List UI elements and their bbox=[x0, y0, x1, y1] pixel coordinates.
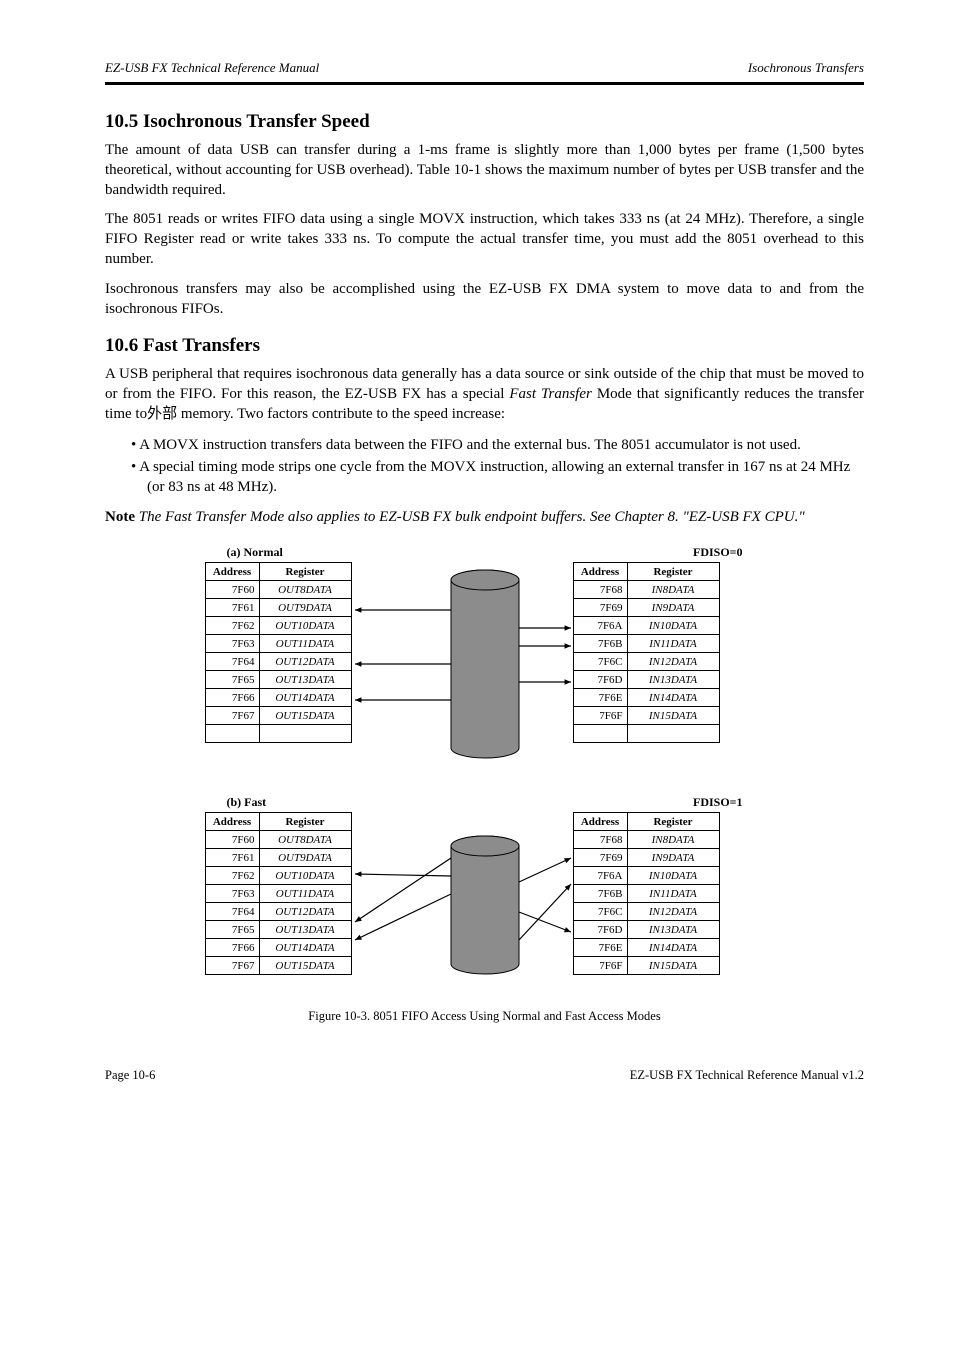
page-header: EZ-USB FX Technical Reference Manual Iso… bbox=[105, 60, 864, 76]
fifo-diagram bbox=[205, 562, 765, 767]
figure-b: (b) Fast FDISO=1 AddressRegister7F60OUT8… bbox=[205, 795, 765, 987]
para-4: A USB peripheral that requires isochrono… bbox=[105, 365, 864, 424]
figure-a: (a) Normal FDISO=0 AddressRegister7F60OU… bbox=[205, 545, 765, 767]
header-rule bbox=[105, 82, 864, 85]
bullet-item: A special timing mode strips one cycle f… bbox=[131, 457, 864, 498]
para-2: The 8051 reads or writes FIFO data using… bbox=[105, 210, 864, 269]
figure-caption: Figure 10-3. 8051 FIFO Access Using Norm… bbox=[105, 1009, 864, 1024]
note-para: Note The Fast Transfer Mode also applies… bbox=[105, 508, 864, 528]
note-label: Note bbox=[105, 509, 135, 525]
para-1: The amount of data USB can transfer duri… bbox=[105, 141, 864, 200]
footer-right: EZ-USB FX Technical Reference Manual v1.… bbox=[630, 1068, 864, 1083]
para-1-link: Table 10-1 bbox=[417, 162, 481, 178]
fig-b-label-right: FDISO=1 bbox=[693, 795, 743, 810]
header-right: Isochronous Transfers bbox=[748, 60, 864, 76]
section-heading: 10.5 Isochronous Transfer Speed bbox=[105, 111, 864, 133]
bullet-list: A MOVX instruction transfers data betwee… bbox=[105, 435, 864, 498]
page-footer: Page 10-6 EZ-USB FX Technical Reference … bbox=[105, 1068, 864, 1083]
header-left: EZ-USB FX Technical Reference Manual bbox=[105, 60, 319, 76]
fifo-diagram bbox=[205, 812, 765, 987]
bullet-item: A MOVX instruction transfers data betwee… bbox=[131, 435, 864, 455]
fig-a-label-right: FDISO=0 bbox=[693, 545, 743, 560]
footer-left: Page 10-6 bbox=[105, 1068, 155, 1083]
para-4-em: Fast Transfer bbox=[509, 386, 591, 402]
para-3: Isochronous transfers may also be accomp… bbox=[105, 280, 864, 320]
note-body: The Fast Transfer Mode also applies to E… bbox=[135, 509, 805, 525]
section-heading-2: 10.6 Fast Transfers bbox=[105, 335, 864, 357]
fig-a-label-left: (a) Normal bbox=[227, 545, 283, 560]
fig-b-label-left: (b) Fast bbox=[227, 795, 267, 810]
